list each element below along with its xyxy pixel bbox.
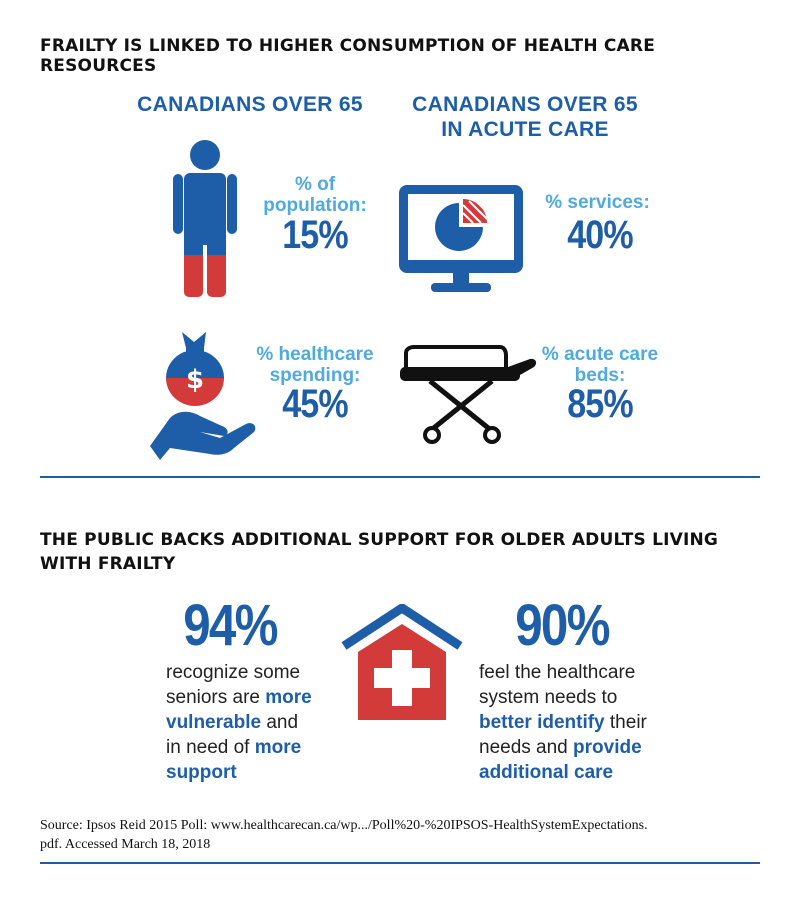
left-line3: vulnerable and bbox=[166, 712, 299, 733]
source-citation: Source: Ipsos Reid 2015 Poll: www.health… bbox=[40, 816, 770, 854]
monitor-pie-chart-icon bbox=[399, 185, 523, 292]
left-line1: recognize some bbox=[166, 662, 301, 683]
spending-label-line1: % healthcare bbox=[256, 344, 374, 365]
section-divider bbox=[40, 476, 760, 478]
spending-label: % healthcare spending: bbox=[245, 344, 385, 386]
svg-text:$: $ bbox=[186, 365, 204, 395]
source-line2: pdf. Accessed March 18, 2018 bbox=[40, 837, 211, 852]
source-line1: Source: Ipsos Reid 2015 Poll: www.health… bbox=[40, 818, 648, 833]
left-percentage: 94% bbox=[183, 593, 278, 658]
spending-label-line2: spending: bbox=[269, 365, 361, 386]
left-line5: support bbox=[166, 762, 237, 783]
left-statement: recognize some seniors are more vulnerab… bbox=[166, 660, 336, 785]
person-icon bbox=[173, 140, 237, 297]
section2-heading-line2: WITH FRAILTY bbox=[40, 554, 176, 574]
section2-heading-line1: THE PUBLIC BACKS ADDITIONAL SUPPORT FOR … bbox=[40, 530, 719, 550]
population-label: % of population: bbox=[255, 174, 375, 216]
beds-label-line2: beds: bbox=[574, 365, 626, 386]
beds-label-line1: % acute care bbox=[541, 344, 659, 365]
beds-value: 85% bbox=[567, 382, 633, 426]
right-line1: feel the healthcare bbox=[479, 662, 636, 683]
left-column-title: CANADIANS OVER 65 bbox=[137, 93, 363, 116]
hospital-house-icon bbox=[341, 604, 463, 720]
right-line5: additional care bbox=[479, 762, 614, 783]
spending-value: 45% bbox=[282, 382, 348, 426]
left-line4: in need of more bbox=[166, 737, 302, 758]
bottom-divider bbox=[40, 862, 760, 864]
population-label-line2: population: bbox=[263, 195, 367, 216]
stretcher-icon bbox=[400, 345, 537, 444]
population-label-line1: % of bbox=[294, 174, 336, 195]
section2-heading: THE PUBLIC BACKS ADDITIONAL SUPPORT FOR … bbox=[40, 528, 760, 576]
right-line2: system needs to bbox=[479, 687, 618, 708]
services-label: % services: bbox=[535, 192, 660, 213]
left-line2: seniors are more bbox=[166, 687, 312, 708]
right-column-title-line2: IN ACUTE CARE bbox=[441, 118, 609, 141]
services-value: 40% bbox=[567, 213, 633, 257]
section1-heading: FRAILTY IS LINKED TO HIGHER CONSUMPTION … bbox=[40, 36, 656, 76]
right-line4: needs and provide bbox=[479, 737, 642, 758]
right-percentage: 90% bbox=[515, 593, 610, 658]
right-column-title: CANADIANS OVER 65 IN ACUTE CARE bbox=[400, 92, 650, 142]
right-column-title-line1: CANADIANS OVER 65 bbox=[412, 93, 638, 116]
beds-label: % acute care beds: bbox=[530, 344, 670, 386]
services-label-line1: % services: bbox=[545, 192, 650, 213]
right-line3: better identify their bbox=[479, 712, 647, 733]
population-value: 15% bbox=[282, 213, 348, 257]
right-statement: feel the healthcare system needs to bett… bbox=[479, 660, 699, 785]
money-bag-hand-icon: $ bbox=[150, 332, 256, 460]
